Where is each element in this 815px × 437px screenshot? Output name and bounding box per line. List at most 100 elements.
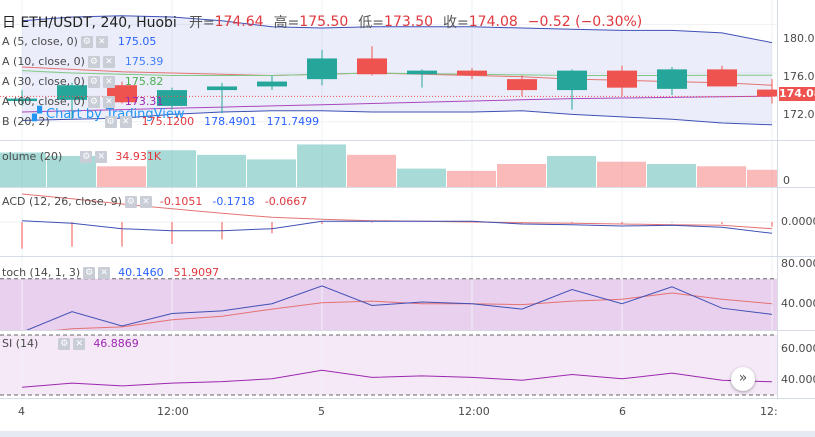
price-pane[interactable] [0,0,777,140]
volume-legend[interactable]: olume (20) ⚙ ✕ 34.931K [2,150,161,163]
gear-icon[interactable]: ⚙ [87,95,100,108]
price-axis[interactable]: 180.00 176.00 172.00 [777,0,815,140]
close-icon[interactable]: ✕ [139,195,152,208]
macd-tick: 0.0000 [781,215,815,228]
close-icon[interactable]: ✕ [95,150,108,163]
bb-upper-value: 178.4901 [204,115,257,128]
volume-axis[interactable]: 0 [777,141,815,187]
pane-separator[interactable] [0,187,815,188]
bb-basis-value: 175.1200 [141,115,195,128]
volume-bar [497,164,546,187]
gear-icon[interactable]: ⚙ [58,337,71,350]
candle-body [57,85,87,100]
watermark-text: Chart by TradingView [46,107,185,122]
rsi-legend[interactable]: SI (14) ⚙ ✕ 46.8869 [2,337,139,350]
gear-icon[interactable]: ⚙ [87,75,100,88]
gear-icon[interactable]: ⚙ [80,150,93,163]
rsi-tick: 40.000 [781,373,815,386]
volume-bar [197,154,246,187]
close-icon[interactable]: ✕ [119,115,132,128]
stoch-pane[interactable] [0,257,777,330]
time-label: 4 [18,405,25,418]
bb-upper-line [21,15,773,44]
candle-body [157,90,187,106]
ma10-legend[interactable]: A (10, close, 0) ⚙ ✕ 175.39 [2,55,163,68]
rsi-pane[interactable] [0,331,777,398]
volume-tick: 0 [783,174,790,187]
close-icon[interactable]: ✕ [98,266,111,279]
ma-green-line [21,70,772,76]
stoch-legend[interactable]: toch (14, 1, 3) ⚙ ✕ 40.1460 51.9097 [2,266,219,279]
ma5-legend[interactable]: A (5, close, 0) ⚙ ✕ 175.05 [2,35,156,48]
candle-body [557,70,587,91]
volume-bar [0,152,46,187]
time-label: 12:00 [157,405,189,418]
ma30-value: 175.82 [124,75,164,88]
candle-body [707,69,737,87]
pane-separator[interactable] [0,140,815,141]
volume-bar [697,166,746,187]
stoch-k-line [26,285,773,330]
ma60-legend[interactable]: A (60, close, 0) ⚙ ✕ 173.31 [2,95,163,108]
stoch-axis[interactable]: 80.000 40.000 [777,257,815,330]
tv-watermark[interactable]: ▞ Chart by TradingView [32,107,184,122]
candle-body [407,70,437,75]
ma10-value: 175.39 [124,55,164,68]
ma10-label: A (10, close, 0) [2,55,85,68]
volume-label: olume (20) [2,150,63,163]
bb-legend[interactable]: B (20, 2) ⚙ ✕ 175.1200 178.4901 171.7499 [2,115,319,128]
candle-body [357,58,387,75]
bb-lower-value: 171.7499 [266,115,320,128]
symbol-title[interactable]: 日 ETH/USDT, 240, Huobi [2,15,177,31]
pane-separator [0,398,815,399]
stoch-d-value: 51.9097 [173,266,220,279]
volume-pane[interactable] [0,141,777,187]
gear-icon[interactable]: ⚙ [87,55,100,68]
close-icon[interactable]: ✕ [102,75,115,88]
gear-icon[interactable]: ⚙ [124,195,137,208]
price-chart[interactable] [0,0,777,140]
pane-separator[interactable] [0,256,815,257]
ma5-label: A (5, close, 0) [2,35,78,48]
low-value: 173.50 [384,14,434,30]
stoch-tick: 40.000 [781,297,815,310]
rsi-value: 46.8869 [93,337,139,350]
bb-label: B (20, 2) [2,115,50,128]
volume-bar [397,168,446,187]
candle-body [457,70,487,76]
time-label: 6 [619,405,626,418]
candle-body [257,81,287,87]
open-label: 开= [188,15,215,31]
gear-icon[interactable]: ⚙ [83,266,96,279]
time-label: 5 [318,405,325,418]
candle-body [207,86,237,91]
close-icon[interactable]: ✕ [73,337,86,350]
rsi-axis[interactable]: 60.000 40.000 [777,331,815,398]
time-label: 12:00 [458,405,490,418]
stoch-chart[interactable] [0,257,777,330]
price-tick: 172.00 [783,108,815,121]
macd-legend[interactable]: ACD (12, 26, close, 9) ⚙ ✕ -0.1051 -0.171… [2,195,307,208]
tradingview-logo-icon: ▞ [32,107,42,122]
time-axis[interactable]: 4 12:00 5 12:00 6 12: [0,399,778,431]
gear-icon[interactable]: ⚙ [80,35,93,48]
scroll-right-icon[interactable]: » [731,367,755,391]
close-value: 174.08 [468,14,518,30]
rsi-chart[interactable] [0,331,777,398]
ma30-legend[interactable]: A (30, close, 0) ⚙ ✕ 175.82 [2,75,163,88]
pane-separator[interactable] [0,330,815,331]
candle-body [757,89,777,97]
stoch-tick: 80.000 [781,257,815,270]
macd-line [21,220,773,234]
macd-axis[interactable]: 0.0000 [777,188,815,256]
macd-hist-value: -0.1051 [159,195,203,208]
macd-line-value: -0.1718 [212,195,255,208]
volume-chart[interactable] [0,141,777,187]
stoch-label: toch (14, 1, 3) [2,266,81,279]
volume-bar [647,164,696,187]
close-icon[interactable]: ✕ [102,95,115,108]
gear-icon[interactable]: ⚙ [104,115,117,128]
chart-header: 日 ETH/USDT, 240, Huobi 开= 174.64 高= 175.… [2,12,642,32]
close-icon[interactable]: ✕ [95,35,108,48]
close-icon[interactable]: ✕ [102,55,115,68]
